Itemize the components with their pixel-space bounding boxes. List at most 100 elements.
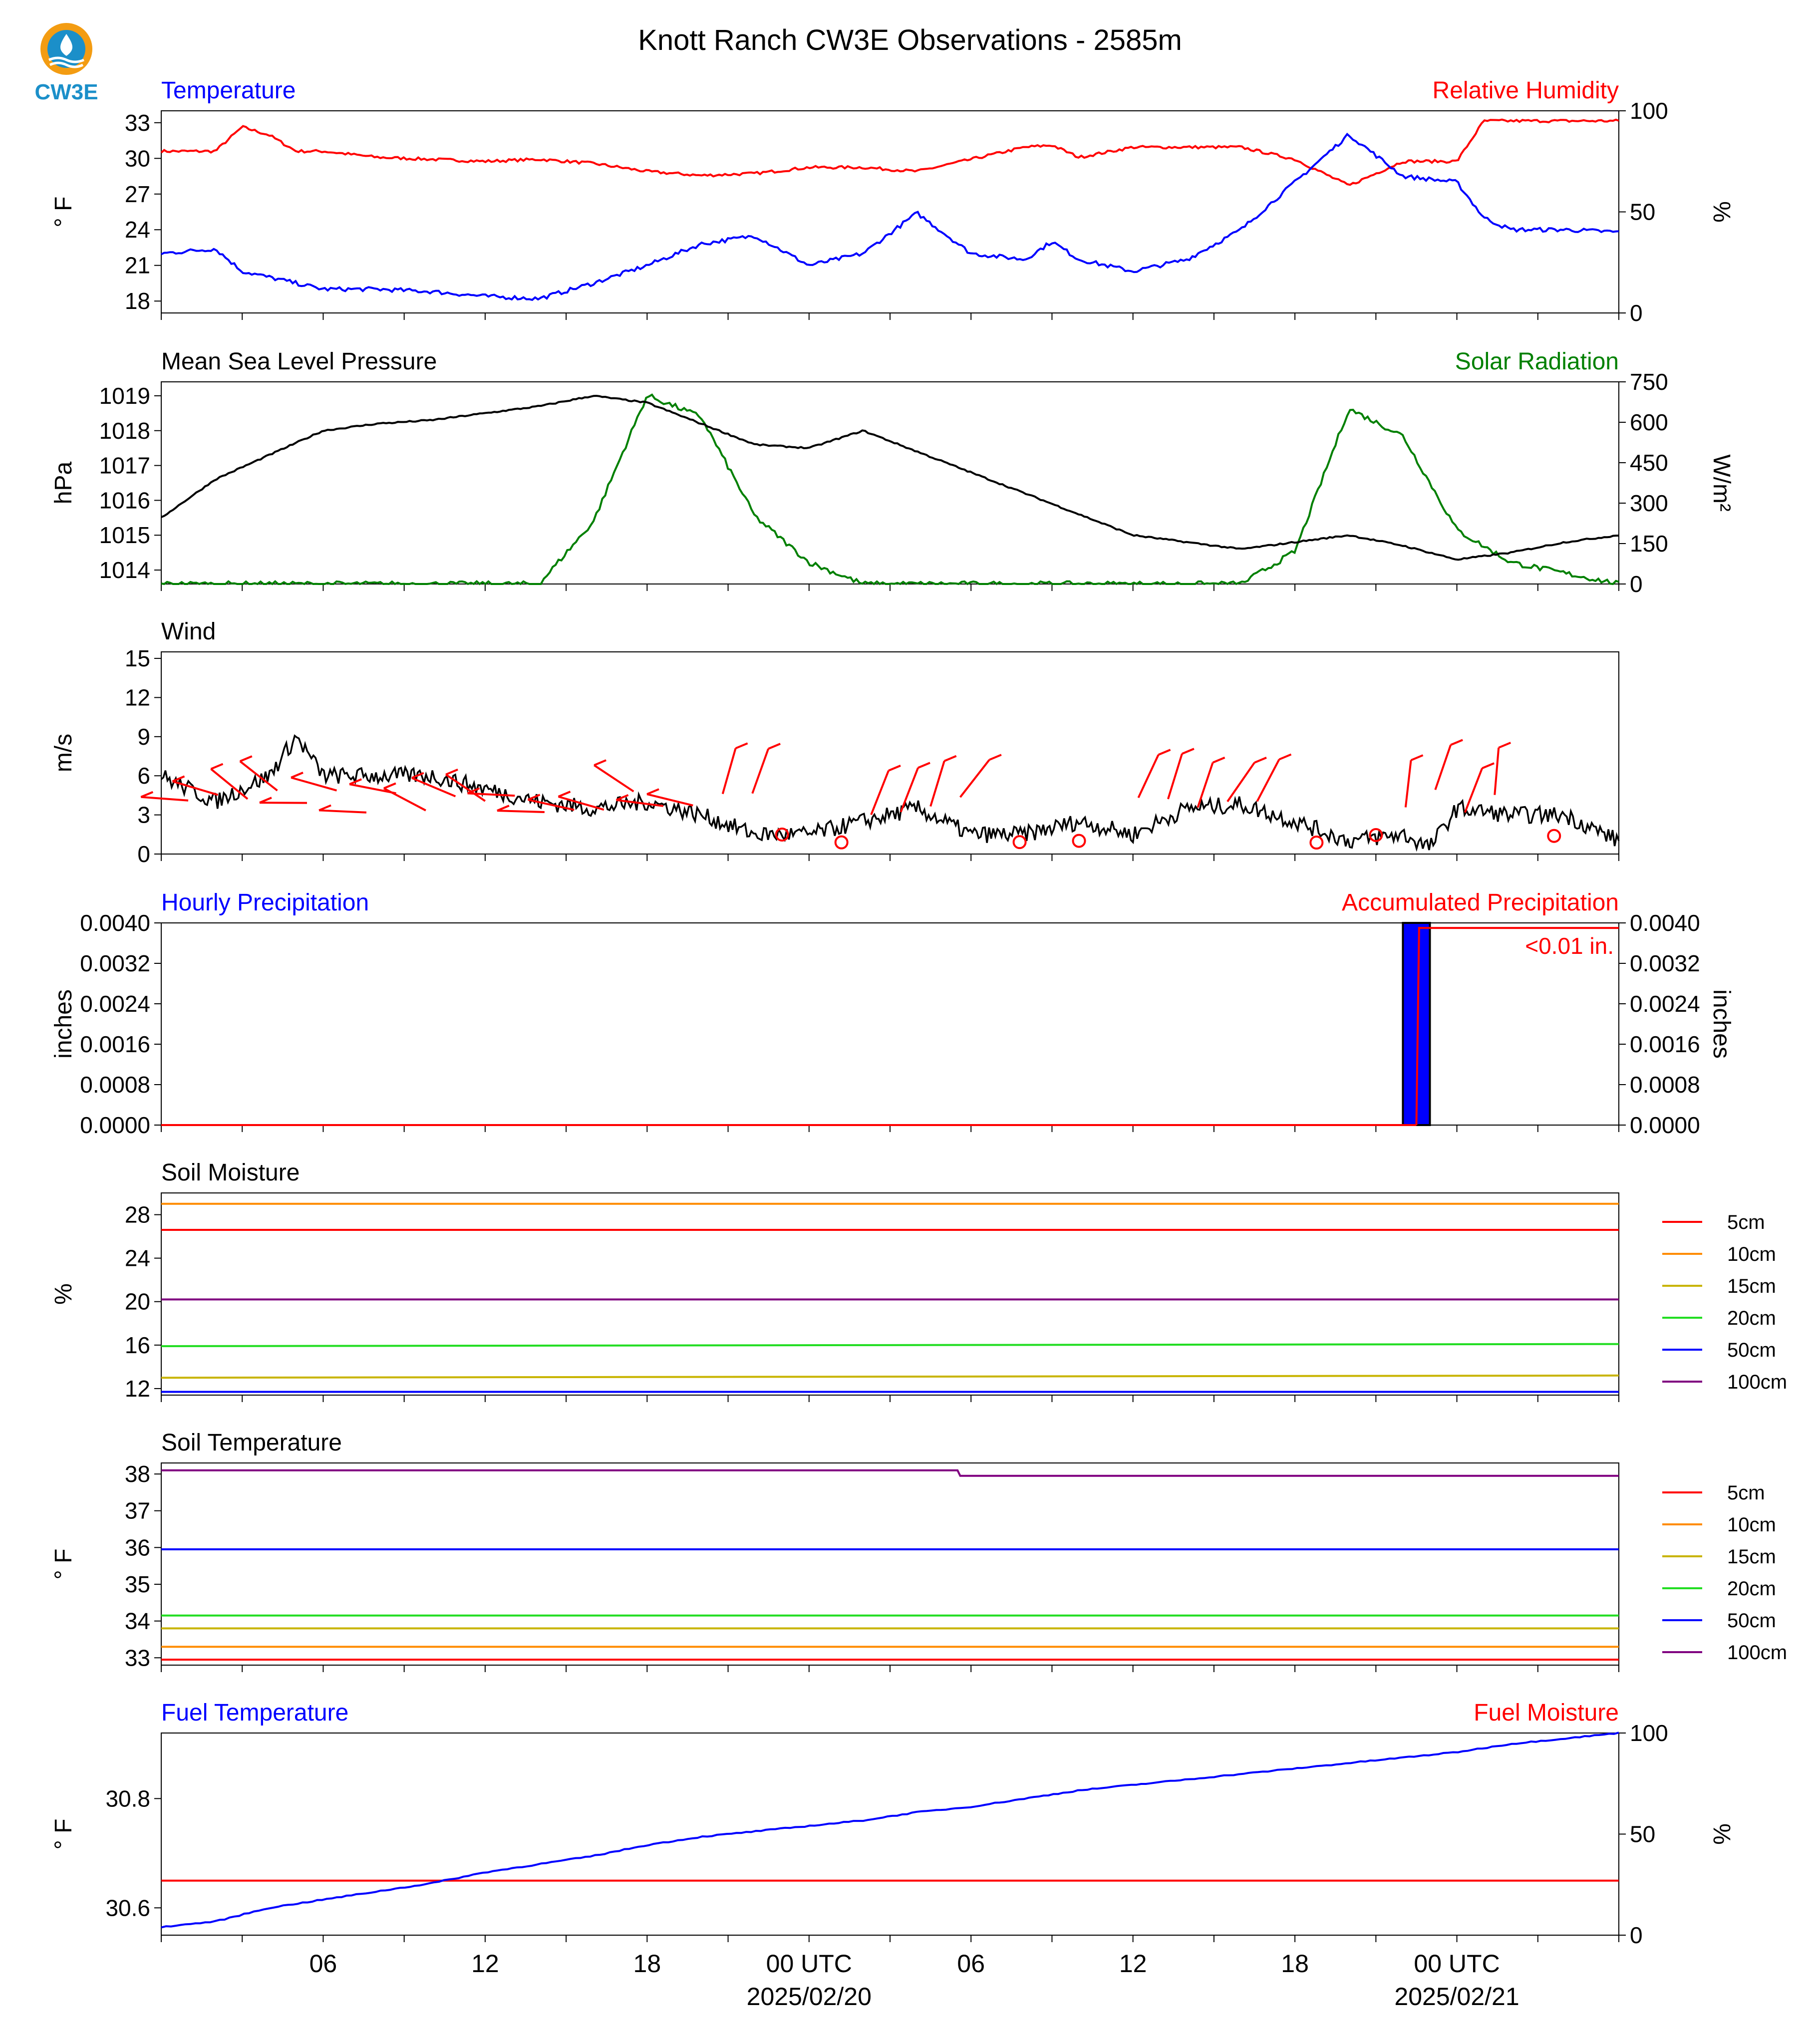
logo-text: CW3E xyxy=(34,80,98,104)
wind-barb-flag xyxy=(1254,757,1267,764)
legend-soil-temp-label: 10cm xyxy=(1727,1514,1776,1536)
series-line-fuel-temperature xyxy=(161,1732,1619,1929)
wind-calm-marker xyxy=(775,828,789,842)
panel-frame-soil_moisture xyxy=(161,1192,1619,1396)
wind-calm-marker xyxy=(1547,829,1561,843)
y-tick-label: 1019 xyxy=(99,383,150,409)
y-tick-label: 37 xyxy=(125,1498,150,1524)
wind-barb xyxy=(497,810,545,813)
wind-barb-flag xyxy=(594,759,607,766)
wind-barb-flag xyxy=(768,743,781,750)
panel-title-soil_temp: Soil Temperature xyxy=(161,1430,342,1456)
y-axis-label-wind: m/s xyxy=(50,734,77,772)
cw3e-logo: CW3E xyxy=(29,19,104,109)
y-right-tick-label: 150 xyxy=(1630,531,1668,557)
series-line-pressure xyxy=(161,394,1619,561)
panel-title-precip: Hourly Precipitation xyxy=(161,889,369,916)
series-line-wind xyxy=(160,734,1620,852)
x-tick-label: 12 xyxy=(1119,1950,1147,1978)
wind-barb-flag xyxy=(172,775,185,783)
legend-soil-temp-label: 5cm xyxy=(1727,1482,1765,1504)
y-tick-label: 0.0040 xyxy=(80,910,150,936)
wind-calm-marker xyxy=(1309,836,1324,850)
wind-barb-flag xyxy=(140,791,154,798)
series-line-accumulated-precip-step xyxy=(1415,927,1619,1126)
panel-title-wind: Wind xyxy=(161,618,216,645)
y-right-axis-label-fuel: % xyxy=(1708,1823,1735,1845)
panel-frame-wind xyxy=(161,651,1619,855)
wind-barb-flag xyxy=(383,782,396,790)
wind-barb-flag xyxy=(240,755,253,762)
wind-barb-flag xyxy=(445,768,458,776)
x-tick-label: 12 xyxy=(471,1950,499,1978)
wind-barb xyxy=(870,770,890,815)
wind-barb xyxy=(1256,759,1280,802)
panel-frame-precip xyxy=(161,922,1619,1126)
x-tick-label: 18 xyxy=(633,1950,661,1978)
legend-soil-moisture-label: 50cm xyxy=(1727,1339,1776,1361)
y-tick-label: 0.0016 xyxy=(80,1031,150,1057)
legend-soil-moisture-label: 15cm xyxy=(1727,1275,1776,1297)
y-tick-label: 1016 xyxy=(99,487,150,513)
series-line-relative-humidity xyxy=(160,118,1619,186)
y-right-tick-label: 750 xyxy=(1630,369,1668,395)
wind-barb-flag xyxy=(558,791,571,798)
y-tick-label: 1014 xyxy=(99,557,150,583)
wind-barb-flag xyxy=(1182,748,1195,755)
y-axis-label-soil_temp: ° F xyxy=(50,1549,77,1580)
y-tick-label: 28 xyxy=(125,1202,150,1228)
wind-barb-flag xyxy=(527,794,541,801)
chart-title: Knott Ranch CW3E Observations - 2585m xyxy=(638,24,1182,56)
y-tick-label: 27 xyxy=(125,181,150,207)
wind-barb xyxy=(411,777,456,798)
y-tick-label: 0.0032 xyxy=(80,950,150,976)
wind-barb-flag xyxy=(1212,756,1225,764)
y-tick-label: 36 xyxy=(125,1534,150,1560)
panel-title-right-pressure: Solar Radiation xyxy=(1455,348,1619,375)
x-date-label: 2025/02/20 xyxy=(747,1983,872,2011)
y-axis-label-pressure: hPa xyxy=(50,461,77,504)
panel-frame-pressure xyxy=(161,381,1619,584)
wind-barb xyxy=(141,796,189,802)
y-right-tick-label: 0.0024 xyxy=(1630,991,1700,1017)
x-tick-label: 00 UTC xyxy=(1414,1950,1500,1978)
soil-moisture-line-20cm xyxy=(161,1343,1619,1347)
wind-barb xyxy=(959,759,990,798)
y-tick-label: 18 xyxy=(125,288,150,314)
wind-barb-flag xyxy=(1482,762,1495,769)
legend-soil-temp-label: 100cm xyxy=(1727,1642,1787,1664)
wind-barb-flag xyxy=(989,754,1002,761)
panel-title-temperature: Temperature xyxy=(161,77,296,104)
y-right-tick-label: 50 xyxy=(1630,199,1655,225)
legend-soil-temp-label: 20cm xyxy=(1727,1578,1776,1600)
y-right-axis-label-pressure: W/m² xyxy=(1708,454,1735,512)
y-tick-label: 9 xyxy=(137,724,150,750)
y-tick-label: 30 xyxy=(125,145,150,171)
wind-barb xyxy=(1464,768,1484,813)
wind-barb-flag xyxy=(615,794,629,801)
x-tick-label: 00 UTC xyxy=(766,1950,852,1978)
y-axis-label-precip: inches xyxy=(50,989,77,1059)
wind-barb-flag xyxy=(917,762,930,769)
y-tick-label: 6 xyxy=(137,763,150,789)
wind-barb-flag xyxy=(735,742,748,750)
wind-barb xyxy=(900,767,919,813)
y-right-tick-label: 0.0032 xyxy=(1630,950,1700,976)
precip-total-annotation: <0.01 in. xyxy=(1525,933,1614,959)
y-tick-label: 38 xyxy=(125,1461,150,1487)
y-right-tick-label: 0 xyxy=(1630,300,1643,326)
wind-calm-marker xyxy=(834,835,849,850)
x-tick-label: 18 xyxy=(1281,1950,1309,1978)
legend-soil-moisture-label: 5cm xyxy=(1727,1211,1765,1233)
y-right-tick-label: 600 xyxy=(1630,409,1668,435)
y-tick-label: 3 xyxy=(137,802,150,828)
wind-barb-flag xyxy=(318,804,331,812)
y-tick-label: 30.6 xyxy=(105,1895,150,1921)
y-tick-label: 0.0000 xyxy=(80,1112,150,1138)
wind-barb xyxy=(1167,753,1183,800)
panel-title-right-precip: Accumulated Precipitation xyxy=(1342,889,1619,916)
wind-barb xyxy=(528,799,575,811)
wind-barb-flag xyxy=(646,788,659,795)
logo-mark-icon xyxy=(40,23,92,75)
